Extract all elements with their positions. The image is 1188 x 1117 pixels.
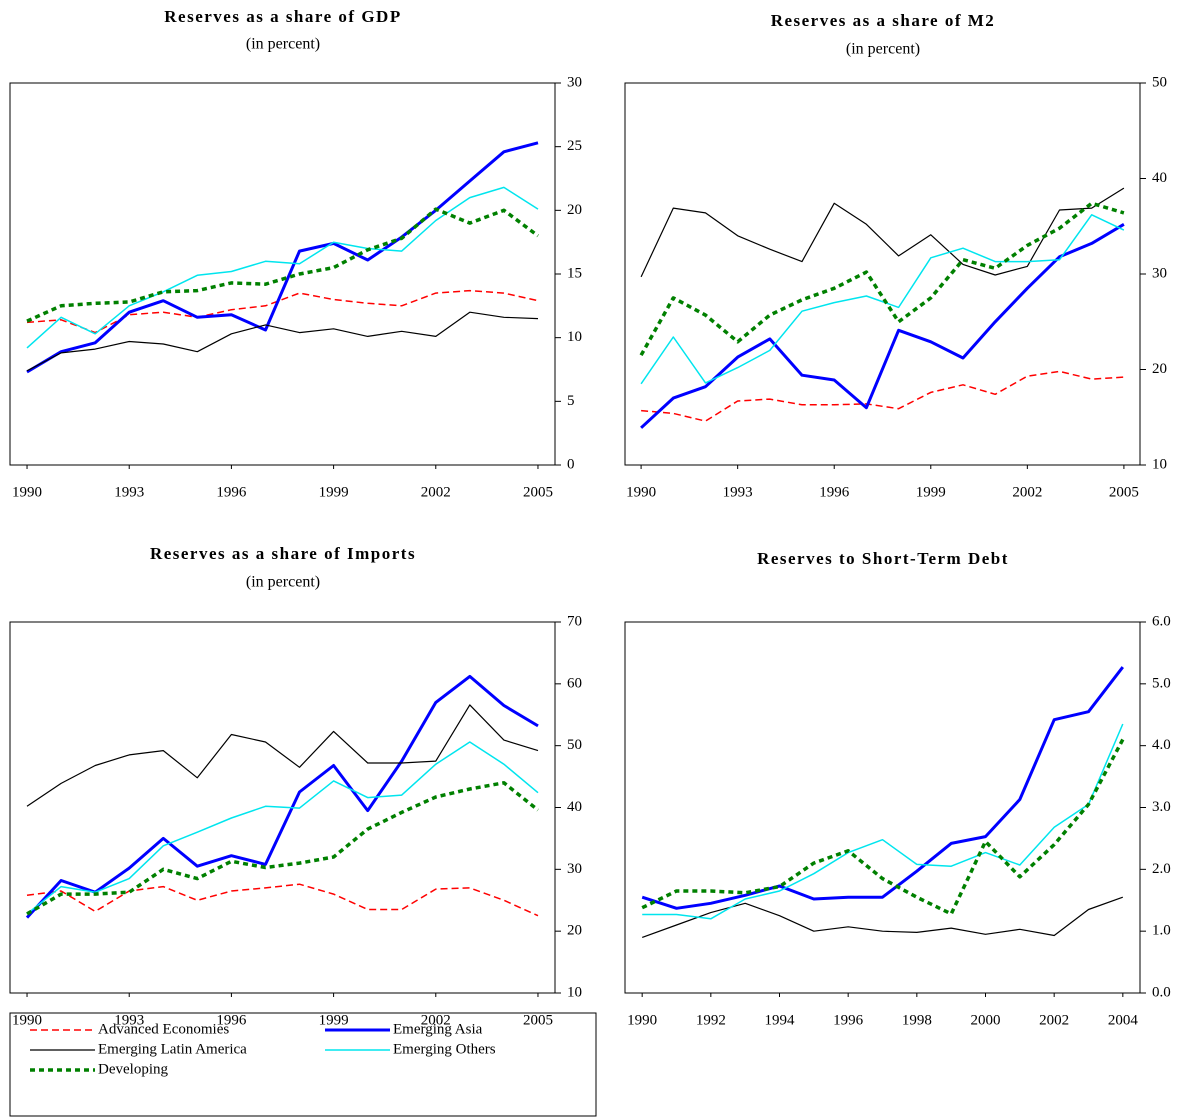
chart-title: Reserves as a share of GDP (164, 7, 401, 26)
series-line (639, 201, 1125, 357)
y-tick-label: 30 (567, 861, 582, 877)
x-tick-label: 1990 (626, 484, 656, 500)
chart-title: Reserves as a share of M2 (771, 11, 996, 30)
series-line (26, 704, 539, 807)
series-line (25, 674, 539, 919)
y-tick-label: 50 (567, 737, 582, 753)
y-tick-label: 15 (567, 265, 582, 281)
y-tick-label: 10 (567, 984, 582, 1000)
y-tick-label: 5 (567, 393, 575, 409)
y-tick-label: 4.0 (1152, 737, 1171, 753)
x-tick-label: 1996 (216, 1012, 247, 1028)
y-tick-label: 10 (1152, 456, 1167, 472)
x-tick-label: 1999 (319, 1012, 349, 1028)
series-line (641, 738, 1125, 916)
y-tick-label: 1.0 (1152, 923, 1171, 939)
x-tick-label: 1996 (833, 1012, 864, 1028)
legend-label: Advanced Economies (98, 1021, 229, 1037)
legend-label: Emerging Others (393, 1041, 496, 1057)
y-tick-label: 40 (567, 799, 582, 815)
series-line (26, 781, 540, 916)
x-tick-label: 2000 (971, 1012, 1001, 1028)
x-tick-label: 1999 (916, 484, 946, 500)
series-line (640, 223, 1125, 429)
x-tick-label: 2005 (1109, 484, 1139, 500)
plot-frame (624, 621, 1141, 994)
x-tick-label: 1990 (627, 1012, 657, 1028)
x-tick-label: 2002 (1039, 1012, 1069, 1028)
legend-label: Emerging Asia (393, 1021, 483, 1037)
y-tick-label: 50 (1152, 74, 1167, 90)
x-tick-label: 1990 (12, 1012, 42, 1028)
series-line (641, 666, 1124, 910)
y-tick-label: 0 (567, 456, 575, 472)
y-tick-label: 70 (567, 613, 582, 629)
y-tick-label: 60 (567, 675, 582, 691)
x-tick-label: 1993 (114, 1012, 144, 1028)
x-tick-label: 2002 (421, 484, 451, 500)
series-line (641, 896, 1124, 938)
x-tick-label: 1996 (216, 484, 247, 500)
chart-subtitle: (in percent) (846, 41, 920, 58)
y-tick-label: 0.0 (1152, 984, 1171, 1000)
series-line (642, 723, 1124, 920)
series-line (26, 741, 539, 915)
y-tick-label: 3.0 (1152, 799, 1171, 815)
chart-subtitle: (in percent) (246, 36, 320, 53)
plot-frame (624, 82, 1141, 466)
x-tick-label: 1992 (696, 1012, 726, 1028)
legend-label: Developing (98, 1061, 168, 1077)
y-tick-label: 5.0 (1152, 675, 1171, 691)
series-line (26, 207, 540, 323)
y-tick-label: 30 (1152, 265, 1167, 281)
legend-label: Emerging Latin America (98, 1041, 247, 1057)
x-tick-label: 1994 (765, 1012, 796, 1028)
x-tick-label: 1999 (319, 484, 349, 500)
x-tick-label: 2002 (421, 1012, 451, 1028)
series-line (26, 289, 539, 334)
series-line (26, 141, 539, 374)
y-tick-label: 30 (567, 74, 582, 90)
series-line (640, 214, 1125, 385)
x-tick-label: 1990 (12, 484, 42, 500)
x-tick-label: 2005 (523, 1012, 553, 1028)
chart-subtitle: (in percent) (246, 574, 320, 591)
y-tick-label: 20 (567, 923, 582, 939)
y-tick-label: 6.0 (1152, 613, 1171, 629)
series-line (26, 883, 539, 917)
series-line (26, 186, 539, 349)
x-tick-label: 2002 (1012, 484, 1042, 500)
plot-frame (9, 82, 556, 466)
y-tick-label: 20 (567, 202, 582, 218)
legend-box (9, 1012, 597, 1117)
x-tick-label: 1993 (723, 484, 753, 500)
x-tick-label: 1993 (114, 484, 144, 500)
y-tick-label: 10 (567, 329, 582, 345)
chart-title: Reserves as a share of Imports (150, 544, 416, 563)
y-tick-label: 2.0 (1152, 861, 1171, 877)
x-tick-label: 2005 (523, 484, 553, 500)
x-tick-label: 1998 (902, 1012, 932, 1028)
series-line (641, 370, 1124, 422)
y-tick-label: 40 (1152, 170, 1167, 186)
x-tick-label: 1996 (819, 484, 850, 500)
x-tick-label: 2004 (1108, 1012, 1139, 1028)
chart-title: Reserves to Short-Term Debt (757, 549, 1009, 568)
y-tick-label: 25 (567, 138, 582, 154)
series-line (26, 311, 539, 372)
y-tick-label: 20 (1152, 361, 1167, 377)
